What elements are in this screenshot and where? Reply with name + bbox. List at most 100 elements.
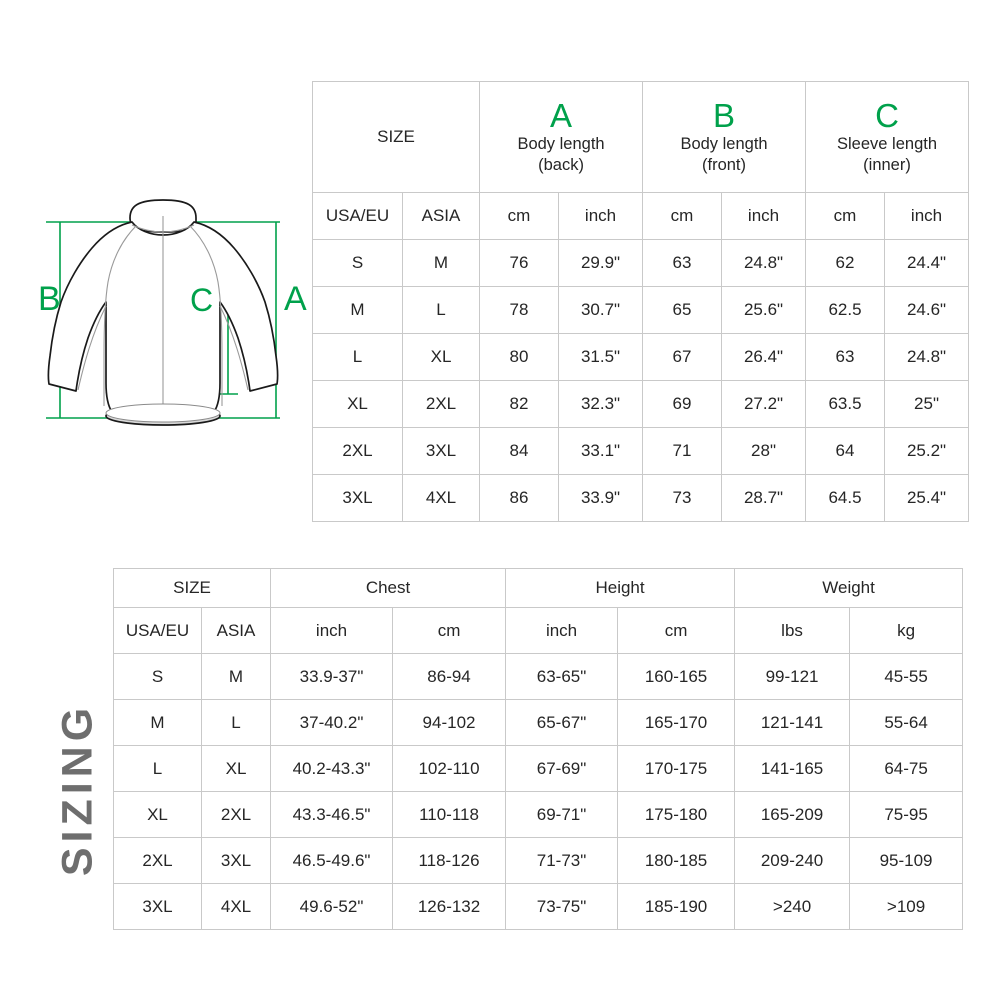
cell-weight-lbs: 165-209 xyxy=(734,791,851,838)
table-header-groups: SIZE A Body length (back) B Body length … xyxy=(311,81,970,193)
header-height-cm: cm xyxy=(617,607,736,654)
cell-c-cm: 62 xyxy=(805,239,886,287)
header-c-cm: cm xyxy=(805,192,886,240)
cell-b-cm: 65 xyxy=(642,286,723,334)
cell-usaeu: 3XL xyxy=(113,883,202,930)
body-fit-table: SIZE Chest Height Weight USA/EU ASIA inc… xyxy=(112,568,964,930)
table-row: S M 76 29.9" 63 24.8" 62 24.4" xyxy=(312,239,970,287)
cell-b-cm: 63 xyxy=(642,239,723,287)
header-height-inch: inch xyxy=(505,607,619,654)
header-chest-cm: cm xyxy=(392,607,507,654)
cell-height-cm: 160-165 xyxy=(617,653,736,700)
header-asia: ASIA xyxy=(401,192,481,240)
cell-chest-inch: 37-40.2" xyxy=(270,699,394,746)
cell-b-cm: 69 xyxy=(642,380,723,428)
cell-chest-inch: 33.9-37" xyxy=(270,653,394,700)
cell-weight-kg: 55-64 xyxy=(849,699,964,746)
cell-weight-kg: 45-55 xyxy=(849,653,964,700)
cell-b-inch: 27.2" xyxy=(721,380,807,428)
marker-a-label: A xyxy=(284,280,307,318)
cell-a-cm: 76 xyxy=(479,239,560,287)
cell-a-cm: 80 xyxy=(479,333,560,381)
cell-a-cm: 86 xyxy=(479,474,560,522)
header-height: Height xyxy=(505,568,736,608)
sizing-vertical-label: SIZING xyxy=(53,702,102,877)
cell-chest-inch: 40.2-43.3" xyxy=(270,745,394,792)
cell-asia: 4XL xyxy=(401,474,481,522)
cell-asia: L xyxy=(200,699,272,746)
cell-usaeu: XL xyxy=(113,791,202,838)
cell-c-cm: 64 xyxy=(805,427,886,475)
header-c-inch: inch xyxy=(884,192,970,240)
table-row: XL 2XL 43.3-46.5" 110-118 69-71" 175-180… xyxy=(113,791,964,838)
cell-b-cm: 71 xyxy=(642,427,723,475)
header-chest: Chest xyxy=(270,568,507,608)
cell-height-inch: 63-65" xyxy=(505,653,619,700)
marker-b-label: B xyxy=(38,280,61,318)
jersey-diagram: B A C xyxy=(18,178,308,443)
header-b-inch: inch xyxy=(721,192,807,240)
cell-b-cm: 67 xyxy=(642,333,723,381)
cell-b-inch: 24.8" xyxy=(721,239,807,287)
cell-height-cm: 180-185 xyxy=(617,837,736,884)
table-row: 2XL 3XL 84 33.1" 71 28" 64 25.2" xyxy=(312,427,970,475)
cell-asia: M xyxy=(200,653,272,700)
header-usaeu: USA/EU xyxy=(113,607,202,654)
cell-a-inch: 32.3" xyxy=(558,380,644,428)
cell-a-inch: 31.5" xyxy=(558,333,644,381)
cell-a-cm: 82 xyxy=(479,380,560,428)
header-group-b: B Body length (front) xyxy=(642,81,807,193)
marker-c-label: C xyxy=(190,282,213,318)
cell-usaeu: M xyxy=(312,286,403,334)
cell-b-inch: 28.7" xyxy=(721,474,807,522)
garment-measurements-table: SIZE A Body length (back) B Body length … xyxy=(311,81,970,522)
table-header-units: USA/EU ASIA cm inch cm inch cm inch xyxy=(312,192,970,240)
cell-weight-lbs: 209-240 xyxy=(734,837,851,884)
header-a-inch: inch xyxy=(558,192,644,240)
header-weight-kg: kg xyxy=(849,607,964,654)
header-size: SIZE xyxy=(311,81,481,193)
cell-asia: 2XL xyxy=(200,791,272,838)
cell-chest-cm: 110-118 xyxy=(392,791,507,838)
cell-a-inch: 33.1" xyxy=(558,427,644,475)
cell-asia: 4XL xyxy=(200,883,272,930)
cell-c-inch: 25.2" xyxy=(884,427,970,475)
table-row: M L 78 30.7" 65 25.6" 62.5 24.6" xyxy=(312,286,970,334)
header-weight-lbs: lbs xyxy=(734,607,851,654)
header-a-cm: cm xyxy=(479,192,560,240)
cell-usaeu: XL xyxy=(312,380,403,428)
cell-height-cm: 185-190 xyxy=(617,883,736,930)
cell-height-inch: 67-69" xyxy=(505,745,619,792)
cell-a-inch: 29.9" xyxy=(558,239,644,287)
cell-chest-inch: 43.3-46.5" xyxy=(270,791,394,838)
cell-usaeu: L xyxy=(312,333,403,381)
cell-height-inch: 71-73" xyxy=(505,837,619,884)
cell-c-inch: 24.6" xyxy=(884,286,970,334)
header-group-c: C Sleeve length (inner) xyxy=(805,81,970,193)
jersey-seam-lines xyxy=(77,216,249,414)
header-asia: ASIA xyxy=(200,607,272,654)
cell-asia: L xyxy=(401,286,481,334)
cell-b-inch: 28" xyxy=(721,427,807,475)
cell-height-cm: 170-175 xyxy=(617,745,736,792)
header-usaeu: USA/EU xyxy=(312,192,403,240)
cell-chest-cm: 118-126 xyxy=(392,837,507,884)
cell-c-cm: 64.5 xyxy=(805,474,886,522)
cell-usaeu: 2XL xyxy=(113,837,202,884)
table-row: L XL 80 31.5" 67 26.4" 63 24.8" xyxy=(312,333,970,381)
cell-asia: 2XL xyxy=(401,380,481,428)
cell-c-cm: 63.5 xyxy=(805,380,886,428)
cell-a-cm: 78 xyxy=(479,286,560,334)
header-group-a: A Body length (back) xyxy=(479,81,644,193)
cell-weight-lbs: >240 xyxy=(734,883,851,930)
cell-chest-cm: 94-102 xyxy=(392,699,507,746)
table-row: M L 37-40.2" 94-102 65-67" 165-170 121-1… xyxy=(113,699,964,746)
cell-usaeu: L xyxy=(113,745,202,792)
cell-height-inch: 65-67" xyxy=(505,699,619,746)
header-weight: Weight xyxy=(734,568,964,608)
table-row: S M 33.9-37" 86-94 63-65" 160-165 99-121… xyxy=(113,653,964,700)
cell-a-cm: 84 xyxy=(479,427,560,475)
cell-chest-cm: 86-94 xyxy=(392,653,507,700)
cell-asia: 3XL xyxy=(401,427,481,475)
cell-c-cm: 62.5 xyxy=(805,286,886,334)
